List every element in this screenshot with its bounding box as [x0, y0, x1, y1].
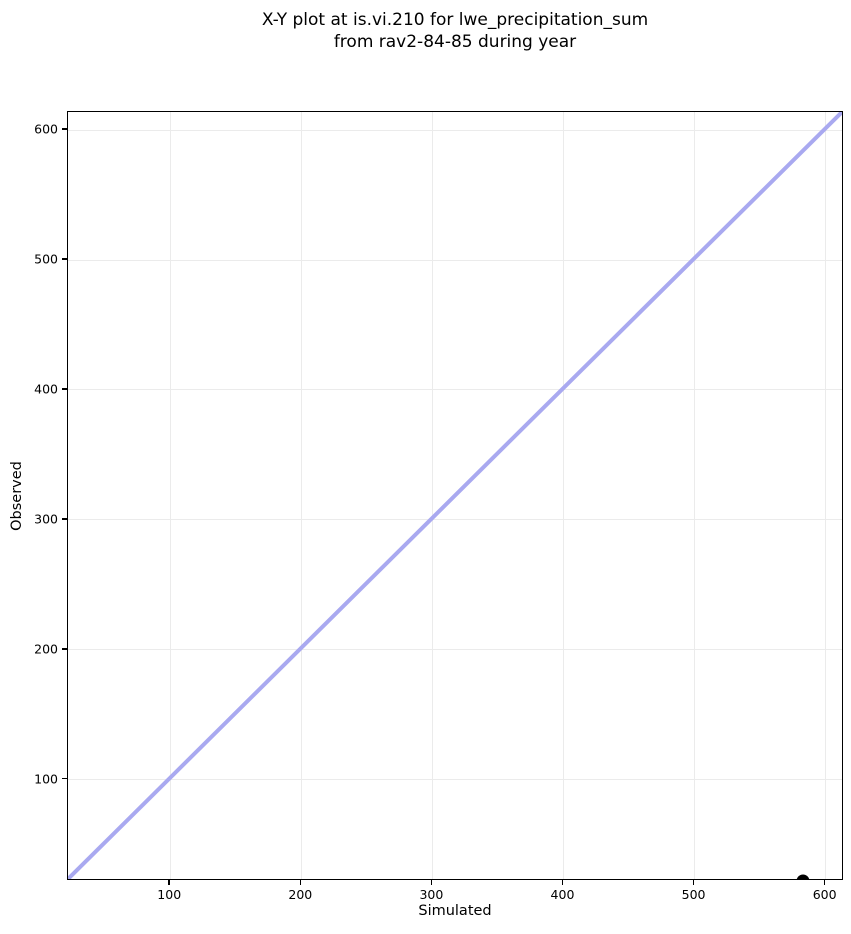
x-tick-label: 100: [157, 887, 182, 902]
x-tick-mark: [430, 880, 433, 885]
y-tick-label: 100: [34, 771, 58, 787]
x-tick-label: 400: [550, 887, 575, 902]
x-gridline: [825, 112, 827, 879]
y-tick-label: 600: [34, 121, 58, 137]
y-axis-label: Observed: [6, 111, 28, 880]
y-tick-mark: [62, 388, 67, 390]
chart-title: X-Y plot at is.vi.210 for lwe_precipitat…: [261, 10, 649, 52]
y-gridline: [68, 129, 842, 131]
y-tick-mark: [62, 777, 67, 780]
x-tick-mark: [299, 880, 302, 885]
identity-line-svg: [68, 112, 842, 879]
x-gridline: [562, 112, 564, 879]
y-tick-mark: [62, 648, 67, 650]
x-gridline: [694, 112, 696, 879]
y-tick-mark: [62, 518, 67, 520]
identity-line: [68, 112, 842, 879]
y-tick-label: 500: [34, 251, 58, 267]
y-gridline: [68, 389, 842, 391]
x-gridline: [169, 112, 171, 879]
y-gridline: [68, 779, 842, 781]
x-gridline: [300, 112, 302, 879]
y-tick-label: 300: [34, 511, 58, 527]
y-tick-label: 200: [34, 641, 58, 657]
plot-area: [67, 111, 843, 880]
x-axis-label: Simulated: [418, 903, 492, 919]
y-axis-label-text: Observed: [9, 460, 26, 531]
y-tick-mark: [62, 258, 67, 260]
x-tick-label: 500: [681, 887, 706, 902]
y-gridline: [68, 259, 842, 261]
x-gridline: [431, 112, 433, 879]
x-tick-mark: [168, 880, 170, 885]
x-tick-label: 300: [419, 887, 444, 902]
y-tick-mark: [62, 128, 67, 130]
y-tick-label: 400: [34, 381, 58, 397]
x-tick-mark: [692, 880, 695, 885]
x-tick-mark: [561, 880, 564, 885]
scatter-point: [796, 874, 810, 879]
x-tick-label: 600: [812, 887, 837, 902]
y-gridline: [68, 649, 842, 651]
x-tick-mark: [823, 880, 826, 885]
x-tick-label: 200: [288, 887, 313, 902]
y-gridline: [68, 519, 842, 521]
